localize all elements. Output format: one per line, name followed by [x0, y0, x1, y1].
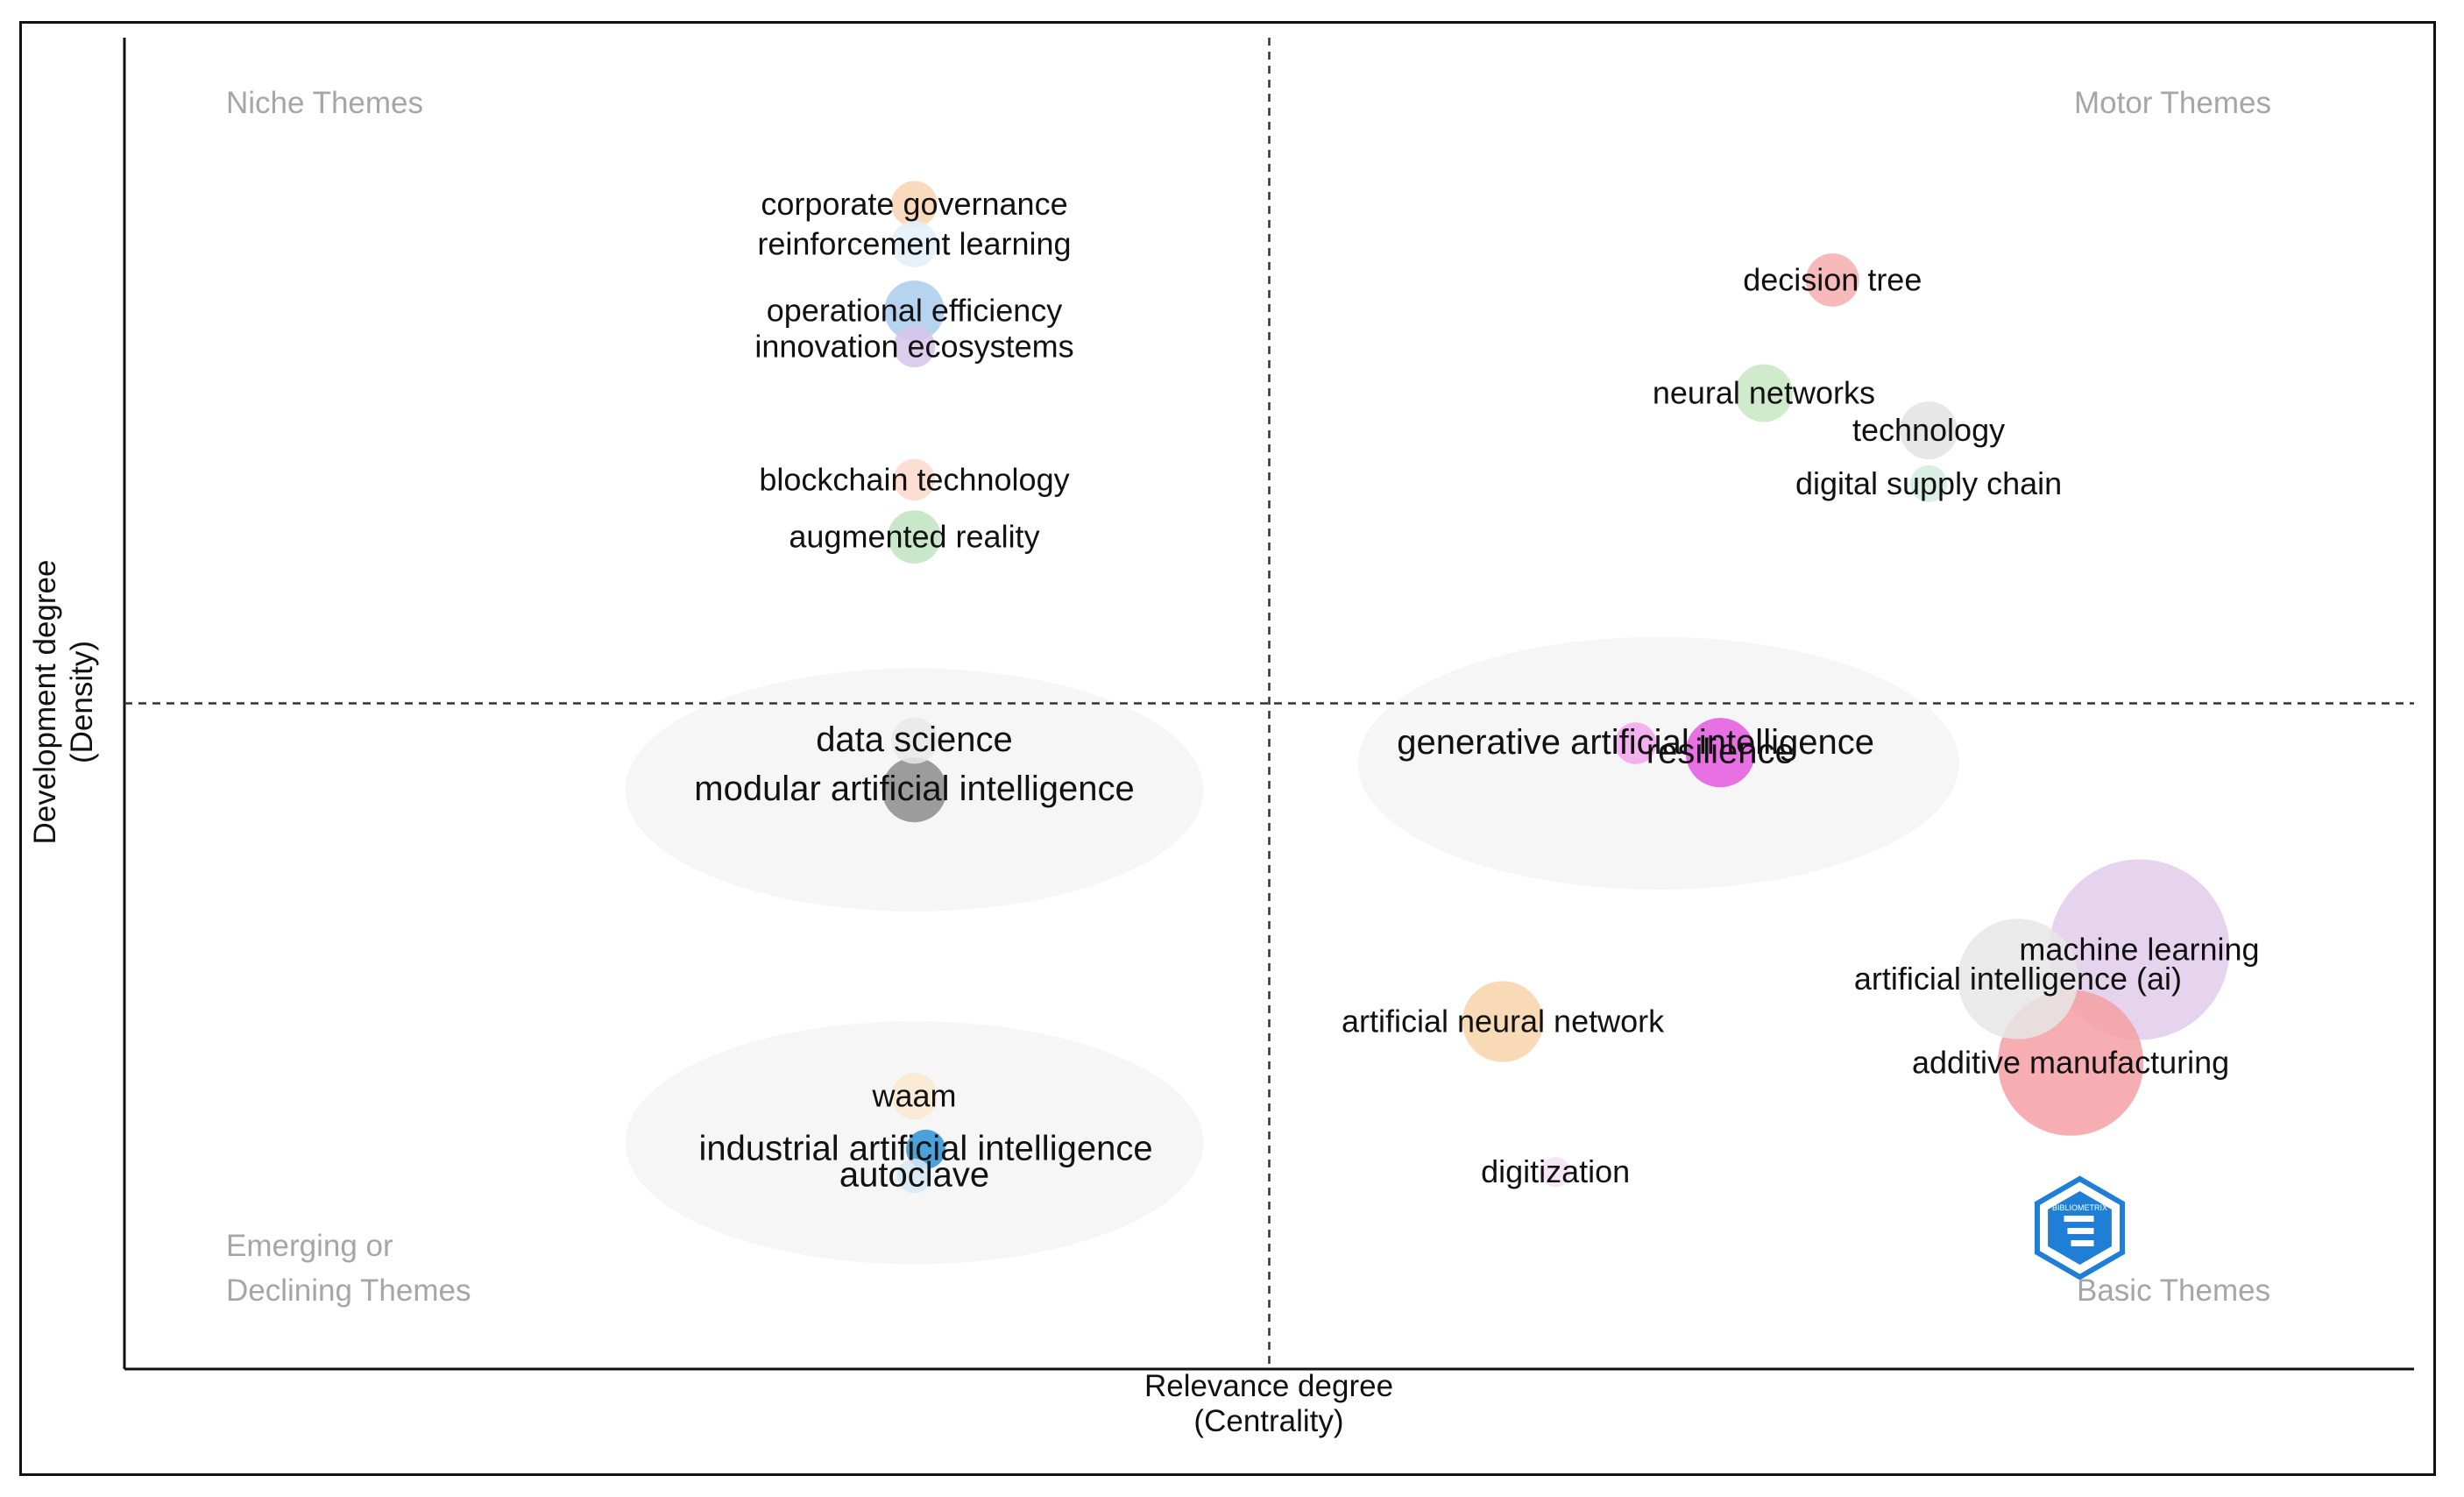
bubble-reinforcement-learning [891, 221, 938, 267]
label-artificial-intelligence-ai-: artificial intelligence (ai) [1854, 961, 2182, 997]
bubble-data-science [891, 717, 938, 764]
bubble-decision-tree [1805, 253, 1859, 307]
quadrant-label-niche: Niche Themes [226, 86, 423, 120]
label-innovation-ecosystems: innovation ecosystems [754, 328, 1073, 364]
label-digitization: digitization [1481, 1153, 1630, 1189]
bubble-artificial-intelligence-ai- [1958, 919, 2078, 1039]
bubble-generative-artificial-intelligence [1614, 722, 1657, 764]
label-machine-learning: machine learning [2019, 932, 2259, 968]
quadrant-label-emerging-line1: Emerging or [226, 1229, 393, 1263]
label-data-science: data science [816, 720, 1013, 759]
cluster-background [1357, 636, 1959, 890]
bubble-chart: BIBLIOMETRIX corporate governancereinfor… [28, 38, 2414, 1438]
label-generative-artificial-intelligence: generative artificial intelligence [1397, 723, 1874, 762]
y-axis-label-sub: (Density) [65, 641, 99, 763]
label-blockchain-technology: blockchain technology [759, 461, 1069, 497]
logo-bar [2067, 1227, 2094, 1234]
quadrant-label-motor: Motor Themes [2074, 86, 2271, 120]
label-augmented-reality: augmented reality [789, 519, 1039, 555]
label-neural-networks: neural networks [1653, 375, 1875, 411]
label-technology: technology [1852, 412, 2005, 448]
logo-bar [2071, 1239, 2094, 1246]
bubble-technology [1900, 401, 1958, 460]
x-axis-label: Relevance degree [1144, 1369, 1393, 1403]
bubble-corporate-governance [891, 181, 938, 228]
bubble-innovation-ecosystems [893, 325, 936, 368]
quadrant-label-emerging-line2: Declining Themes [226, 1274, 471, 1308]
quadrant-label-basic: Basic Themes [2077, 1274, 2270, 1308]
label-decision-tree: decision tree [1743, 261, 1922, 297]
bubble-neural-networks [1734, 364, 1793, 422]
label-industrial-artificial-intelligence: industrial artificial intelligence [699, 1129, 1153, 1167]
x-axis-label-sub: (Centrality) [1193, 1404, 1343, 1438]
bubble-blockchain-technology [893, 458, 936, 501]
bubble-modular-artificial-intelligence [882, 757, 947, 823]
bubble-resilience [1685, 718, 1755, 788]
label-artificial-neural-network: artificial neural network [1342, 1004, 1665, 1039]
bubble-operational-efficiency [884, 280, 945, 341]
logo-bar [2064, 1215, 2094, 1222]
label-waam: waam [871, 1078, 956, 1114]
bubble-artificial-neural-network [1462, 981, 1544, 1062]
label-digital-supply-chain: digital supply chain [1795, 465, 2062, 501]
theme-bubbles [882, 181, 2230, 1194]
chart-frame: BIBLIOMETRIX corporate governance reinfor… [19, 21, 2436, 1476]
logo-text: BIBLIOMETRIX [2052, 1203, 2107, 1212]
label-autoclave: autoclave [839, 1156, 989, 1195]
label-reinforcement-learning: reinforcement learning [757, 225, 1071, 261]
bubble-augmented-reality [888, 510, 941, 564]
bubble-waam [891, 1073, 938, 1120]
label-modular-artificial-intelligence: modular artificial intelligence [694, 770, 1134, 808]
quadrant-dividers [124, 38, 2414, 1369]
label-corporate-governance: corporate governance [761, 186, 1067, 222]
bubble-digital-supply-chain [1909, 465, 1948, 502]
bibliometrix-logo: BIBLIOMETRIX [2035, 1175, 2125, 1281]
label-additive-manufacturing: additive manufacturing [1912, 1045, 2229, 1081]
label-operational-efficiency: operational efficiency [767, 292, 1063, 328]
y-axis-label: Development degree [28, 560, 62, 845]
label-resilience: resilience [1646, 733, 1795, 771]
bubble-digitization [1540, 1157, 1571, 1188]
bubble-autoclave [896, 1158, 932, 1194]
